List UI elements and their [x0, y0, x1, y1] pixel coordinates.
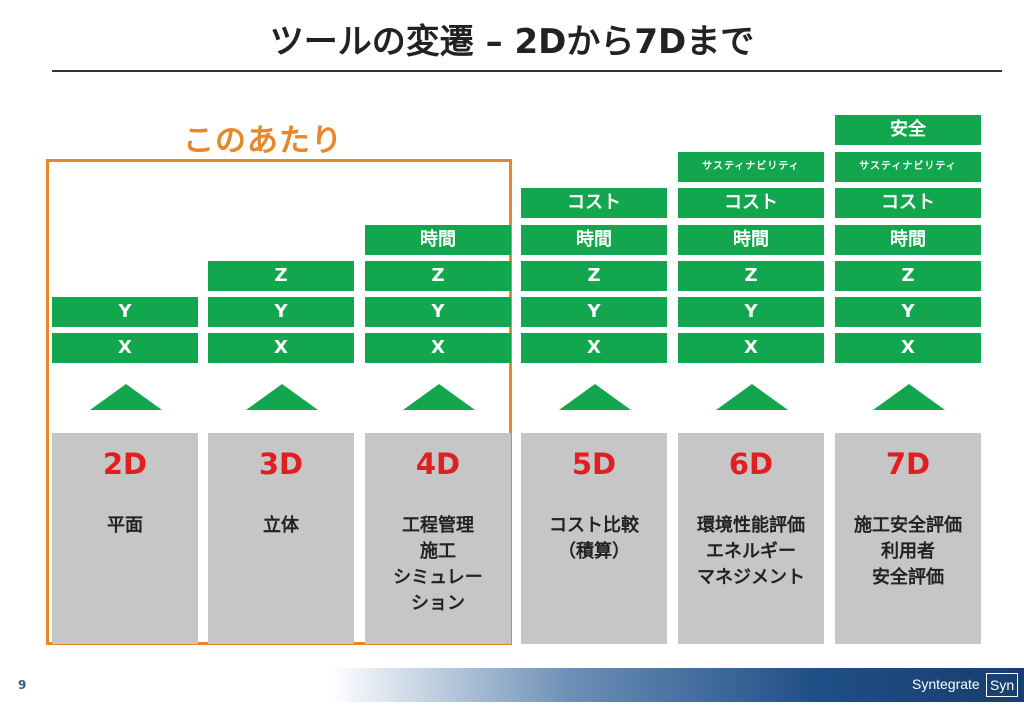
- dim-block-cost: コスト: [678, 188, 824, 218]
- panel-description: 施工安全評価 利用者 安全評価: [835, 513, 981, 591]
- dim-block-y: Y: [52, 297, 198, 327]
- description-line: エネルギー: [706, 541, 796, 562]
- brand-logo: Syn: [986, 673, 1019, 697]
- panel-description: コスト比較 （積算）: [521, 513, 667, 565]
- panel-6d: 6D 環境性能評価 エネルギー マネジメント: [678, 433, 824, 644]
- dim-block-z: Z: [208, 261, 354, 291]
- description-line: 工程管理: [402, 515, 474, 536]
- dim-block-sustainability: サスティナビリティ: [835, 152, 981, 182]
- dim-block-z: Z: [365, 261, 511, 291]
- dim-block-time: 時間: [835, 225, 981, 255]
- dim-block-y: Y: [365, 297, 511, 327]
- panel-heading: 7D: [885, 447, 931, 481]
- dim-block-y: Y: [835, 297, 981, 327]
- title-divider: [52, 70, 1002, 72]
- footer-bar: [330, 668, 1024, 702]
- panel-heading: 4D: [415, 447, 461, 481]
- panel-description: 平面: [52, 513, 198, 539]
- up-arrow-icon: [403, 384, 475, 410]
- column-5d: コスト 時間 Z Y X 5D コスト比較 （積算）: [521, 0, 667, 706]
- panel-7d: 7D 施工安全評価 利用者 安全評価: [835, 433, 981, 644]
- description-line: ション: [411, 593, 465, 614]
- dim-block-cost: コスト: [521, 188, 667, 218]
- dim-block-y: Y: [521, 297, 667, 327]
- column-4d: 時間 Z Y X 4D 工程管理 施工 シミュレー ション: [365, 0, 511, 706]
- description-line: 立体: [263, 515, 299, 536]
- description-line: 安全評価: [872, 567, 944, 588]
- description-line: 環境性能評価: [697, 515, 805, 536]
- description-line: シミュレー: [393, 567, 483, 588]
- column-2d: Y X 2D 平面: [52, 0, 198, 706]
- panel-5d: 5D コスト比較 （積算）: [521, 433, 667, 644]
- dim-block-time: 時間: [365, 225, 511, 255]
- column-3d: Z Y X 3D 立体: [208, 0, 354, 706]
- dim-block-x: X: [52, 333, 198, 363]
- panel-description: 立体: [208, 513, 354, 539]
- panel-description: 環境性能評価 エネルギー マネジメント: [678, 513, 824, 591]
- dim-block-time: 時間: [521, 225, 667, 255]
- up-arrow-icon: [559, 384, 631, 410]
- dim-block-time: 時間: [678, 225, 824, 255]
- dim-block-x: X: [835, 333, 981, 363]
- page-number: 9: [18, 678, 27, 692]
- dim-block-safety: 安全: [835, 115, 981, 145]
- description-line: 平面: [107, 515, 143, 536]
- dim-block-y: Y: [678, 297, 824, 327]
- description-line: （積算）: [558, 541, 630, 562]
- panel-heading: 5D: [571, 447, 617, 481]
- dim-block-z: Z: [521, 261, 667, 291]
- panel-description: 工程管理 施工 シミュレー ション: [365, 513, 511, 617]
- panel-3d: 3D 立体: [208, 433, 354, 644]
- dim-block-x: X: [678, 333, 824, 363]
- description-line: マネジメント: [697, 567, 805, 588]
- dim-block-z: Z: [678, 261, 824, 291]
- up-arrow-icon: [246, 384, 318, 410]
- panel-heading: 6D: [728, 447, 774, 481]
- dim-block-x: X: [521, 333, 667, 363]
- up-arrow-icon: [873, 384, 945, 410]
- panel-4d: 4D 工程管理 施工 シミュレー ション: [365, 433, 511, 644]
- dim-block-x: X: [208, 333, 354, 363]
- highlight-label: このあたり: [183, 123, 343, 159]
- up-arrow-icon: [716, 384, 788, 410]
- description-line: 施工安全評価: [854, 515, 962, 536]
- panel-heading: 3D: [258, 447, 304, 481]
- column-7d: 安全 サスティナビリティ コスト 時間 Z Y X 7D 施工安全評価 利用者 …: [835, 0, 981, 706]
- panel-2d: 2D 平面: [52, 433, 198, 644]
- column-6d: サスティナビリティ コスト 時間 Z Y X 6D 環境性能評価 エネルギー マ…: [678, 0, 824, 706]
- slide-title: ツールの変遷 – 2Dから7Dまで: [269, 22, 755, 62]
- dim-block-y: Y: [208, 297, 354, 327]
- dim-block-sustainability: サスティナビリティ: [678, 152, 824, 182]
- up-arrow-icon: [90, 384, 162, 410]
- brand-name: Syntegrate: [912, 676, 980, 692]
- description-line: 施工: [420, 541, 456, 562]
- panel-heading: 2D: [102, 447, 148, 481]
- dim-block-x: X: [365, 333, 511, 363]
- dim-block-z: Z: [835, 261, 981, 291]
- description-line: 利用者: [881, 541, 935, 562]
- description-line: コスト比較: [549, 515, 639, 536]
- dim-block-cost: コスト: [835, 188, 981, 218]
